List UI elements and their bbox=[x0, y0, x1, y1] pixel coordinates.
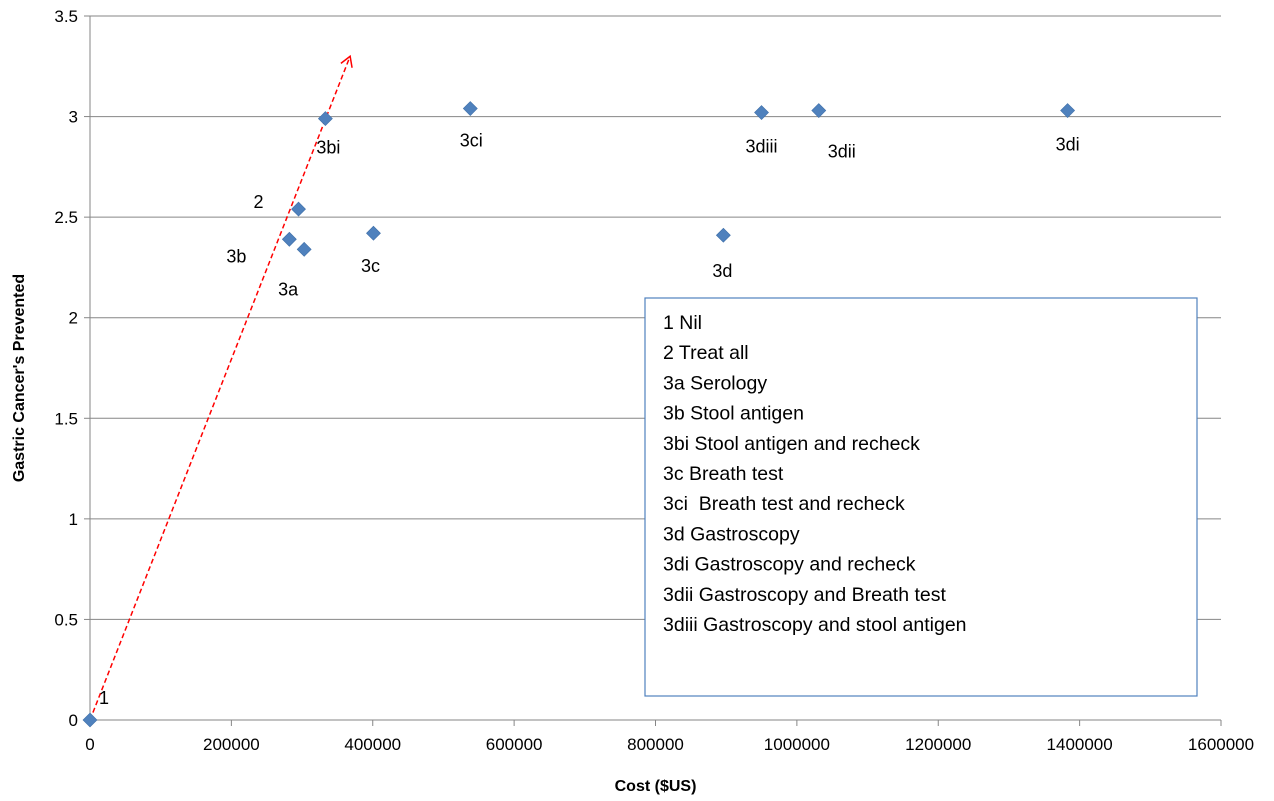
y-tick-label: 0.5 bbox=[54, 610, 78, 629]
x-axis-title: Cost ($US) bbox=[615, 778, 697, 795]
data-label-3ci: 3ci bbox=[460, 131, 483, 151]
y-axis-title: Gastric Cancer's Prevented bbox=[11, 274, 28, 482]
y-tick-label: 1 bbox=[69, 510, 78, 529]
x-tick-label: 400000 bbox=[344, 735, 401, 754]
data-label-3dii: 3dii bbox=[828, 142, 856, 162]
x-tick-label: 600000 bbox=[486, 735, 543, 754]
y-tick-label: 1.5 bbox=[54, 409, 78, 428]
legend-entry: 3ci Breath test and recheck bbox=[663, 493, 905, 515]
y-tick-label: 3.5 bbox=[54, 7, 78, 26]
y-tick-label: 2.5 bbox=[54, 208, 78, 227]
x-tick-label: 800000 bbox=[627, 735, 684, 754]
data-label-3bi: 3bi bbox=[316, 138, 340, 158]
data-point-3ci bbox=[462, 101, 478, 116]
legend-box bbox=[644, 297, 1198, 697]
data-label-3a: 3a bbox=[278, 279, 299, 299]
data-point-3c bbox=[366, 225, 381, 241]
data-point-1 bbox=[82, 712, 98, 728]
legend-entry: 3dii Gastroscopy and Breath test bbox=[663, 584, 946, 606]
legend-entry: 3b Stool antigen bbox=[663, 403, 804, 425]
data-label-3c: 3c bbox=[361, 256, 380, 276]
x-tick-label: 1400000 bbox=[1047, 735, 1113, 754]
x-tick-label: 1000000 bbox=[764, 735, 830, 754]
data-point-3bi bbox=[317, 111, 333, 127]
x-tick-label: 1200000 bbox=[905, 735, 971, 754]
y-tick-label: 0 bbox=[69, 711, 78, 730]
data-point-3dii bbox=[811, 103, 827, 118]
x-tick-label: 1600000 bbox=[1188, 735, 1254, 754]
x-tick-label: 0 bbox=[85, 735, 94, 754]
data-label-3di: 3di bbox=[1056, 135, 1080, 155]
y-tick-label: 3 bbox=[69, 108, 78, 127]
legend-entry: 2 Treat all bbox=[663, 342, 749, 364]
trend-arrow bbox=[89, 54, 353, 721]
data-label-2: 2 bbox=[254, 192, 264, 212]
data-label-3d: 3d bbox=[712, 261, 732, 281]
data-point-3diii bbox=[754, 105, 769, 120]
legend-entry: 1 Nil bbox=[663, 312, 702, 334]
legend-entry: 3d Gastroscopy bbox=[663, 523, 800, 545]
data-point-3b bbox=[281, 231, 297, 247]
legend-entry: 3diii Gastroscopy and stool antigen bbox=[663, 614, 967, 636]
data-label-1: 1 bbox=[99, 688, 109, 708]
y-tick-label: 2 bbox=[69, 309, 78, 328]
data-point-3d bbox=[715, 227, 731, 243]
legend-entry: 3c Breath test bbox=[663, 463, 784, 485]
data-point-2 bbox=[291, 201, 306, 217]
data-point-3di bbox=[1060, 103, 1076, 118]
legend-entry: 3a Serology bbox=[663, 372, 767, 394]
data-point-3a bbox=[296, 241, 312, 257]
legend-entry: 3di Gastroscopy and recheck bbox=[663, 554, 916, 576]
x-tick-label: 200000 bbox=[203, 735, 260, 754]
data-label-3diii: 3diii bbox=[746, 137, 778, 157]
data-label-3b: 3b bbox=[226, 246, 246, 266]
legend-entry: 3bi Stool antigen and recheck bbox=[663, 433, 920, 455]
